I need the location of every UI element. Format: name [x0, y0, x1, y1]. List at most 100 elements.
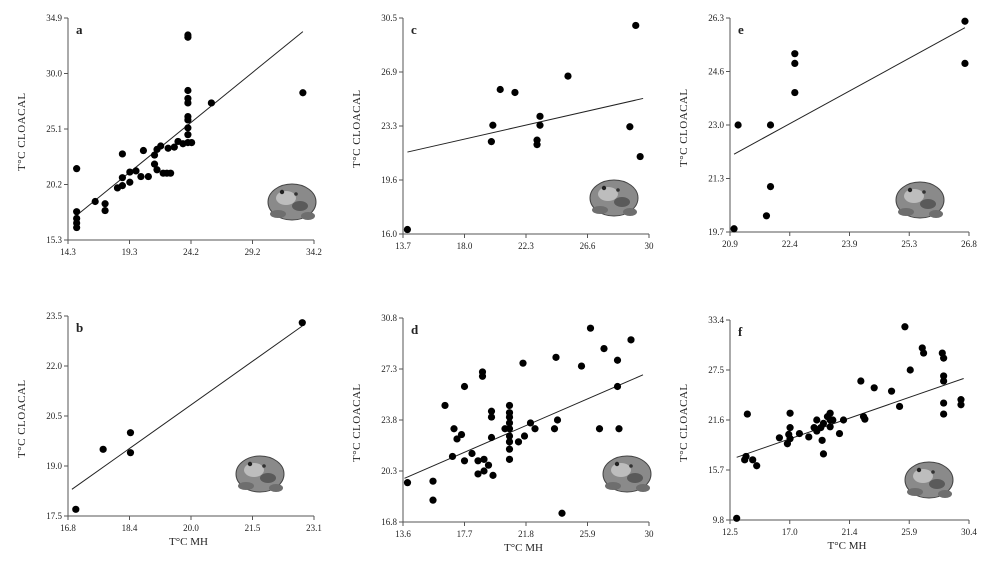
- data-point: [468, 449, 476, 458]
- data-point: [920, 349, 928, 357]
- data-point: [786, 424, 794, 432]
- trend-line: [736, 378, 964, 458]
- y-tick-label: 34.9: [46, 13, 62, 23]
- x-axis-label: T°C MH: [169, 536, 208, 548]
- x-tick-label: 21.4: [842, 527, 858, 537]
- data-point: [489, 121, 497, 129]
- scatter-plot-a: 15.3 20.2 25.1 30.0 34.9 14.3 19.3 24.2 29.2 34.2: [46, 13, 322, 257]
- data-point: [487, 138, 495, 146]
- data-point: [940, 354, 948, 362]
- data-point: [474, 457, 482, 465]
- x-tick-label: 23.1: [306, 523, 322, 533]
- x-tick-label: 16.8: [60, 523, 76, 533]
- data-point: [940, 399, 948, 407]
- y-tick-label: 23.3: [381, 121, 397, 131]
- y-tick-label: 16.0: [381, 229, 397, 239]
- x-tick-label: 25.9: [901, 527, 917, 537]
- data-point: [505, 425, 514, 433]
- y-tick-label: 33.4: [708, 315, 724, 325]
- y-tick-label: 16.8: [381, 517, 397, 527]
- y-tick-label: 19.7: [708, 227, 724, 237]
- data-point: [101, 206, 109, 215]
- data-point: [536, 112, 544, 120]
- data-point: [496, 85, 504, 94]
- x-tick-label: 29.2: [245, 247, 261, 257]
- data-point: [170, 143, 178, 151]
- panel-letter-f: f: [738, 324, 743, 339]
- data-point: [474, 470, 482, 478]
- x-tick-label: 19.3: [122, 247, 138, 257]
- data-point: [533, 141, 541, 149]
- x-axis-label: T°C MH: [504, 542, 543, 554]
- x-axis-label: T°C MH: [827, 540, 867, 552]
- data-point: [791, 59, 799, 67]
- panel-letter-e: e: [738, 22, 744, 37]
- y-tick-label: 22.0: [46, 361, 62, 371]
- data-point: [144, 172, 152, 181]
- y-tick-label: 27.5: [708, 365, 724, 375]
- data-point: [174, 137, 182, 146]
- data-point: [835, 429, 844, 438]
- data-point: [73, 223, 81, 232]
- data-point: [957, 401, 965, 409]
- frog-photo-icon: [267, 183, 317, 221]
- x-tick-label: 13.7: [395, 241, 411, 251]
- data-point: [505, 409, 514, 417]
- data-point: [480, 467, 488, 475]
- data-point: [526, 419, 535, 427]
- data-point: [150, 160, 159, 168]
- data-point: [188, 138, 196, 147]
- data-point: [450, 425, 458, 433]
- data-point: [448, 452, 457, 461]
- data-point: [957, 396, 965, 404]
- y-tick-label: 15.3: [46, 235, 62, 245]
- y-tick-label: 19.0: [46, 461, 62, 471]
- y-tick-label: 23.5: [46, 311, 62, 321]
- panel-b: 17.5 19.0 20.5 22.0 23.5 16.8 18.4 20.0 21.5 23.1…: [0, 0, 330, 568]
- frog-photo-icon: [904, 461, 954, 499]
- data-point: [91, 197, 99, 206]
- data-point: [118, 174, 126, 182]
- data-point: [126, 429, 135, 437]
- data-point: [615, 425, 623, 433]
- data-point: [940, 372, 948, 380]
- y-tick-label: 15.7: [708, 465, 724, 475]
- data-point: [749, 456, 757, 464]
- data-point: [818, 436, 826, 444]
- scatter-plot-c: 16.0 19.6 23.3 26.9 30.5 13.7 18.0 22.3 26.6 30: [381, 13, 654, 251]
- data-point: [184, 131, 192, 139]
- x-tick-label: 20.0: [183, 523, 199, 533]
- data-point: [870, 384, 878, 392]
- data-point: [531, 425, 539, 433]
- y-tick-label: 20.2: [46, 180, 62, 190]
- panel-d: 16.8 20.3 23.8 27.3 30.8 13.6 17.7 21.8 25.9 30 d T…: [351, 313, 654, 554]
- data-point: [613, 382, 622, 391]
- data-point: [861, 415, 869, 423]
- data-point: [480, 455, 488, 463]
- y-tick-label: 23.8: [381, 415, 397, 425]
- data-point: [505, 419, 514, 427]
- trend-line: [407, 97, 644, 153]
- data-point: [552, 353, 560, 361]
- trend-line: [733, 27, 966, 155]
- scatter-plot-d: 16.8 20.3 23.8 27.3 30.8 13.6 17.7 21.8 25.9 30: [381, 313, 654, 539]
- data-point: [184, 116, 192, 124]
- data-point: [150, 151, 159, 159]
- data-point: [73, 208, 81, 216]
- data-point: [813, 416, 821, 424]
- y-tick-label: 24.6: [708, 67, 724, 77]
- x-tick-label: 14.3: [60, 247, 76, 257]
- data-point: [819, 450, 828, 458]
- frog-photo-icon: [235, 455, 285, 493]
- data-point: [857, 377, 865, 385]
- data-point: [132, 167, 140, 175]
- data-point: [118, 150, 126, 158]
- x-tick-label: 12.5: [722, 527, 738, 537]
- y-tick-label: 20.5: [46, 411, 62, 421]
- y-tick-label: 30.0: [46, 69, 62, 79]
- data-point: [895, 402, 904, 411]
- data-point: [520, 432, 529, 440]
- data-point: [734, 121, 742, 129]
